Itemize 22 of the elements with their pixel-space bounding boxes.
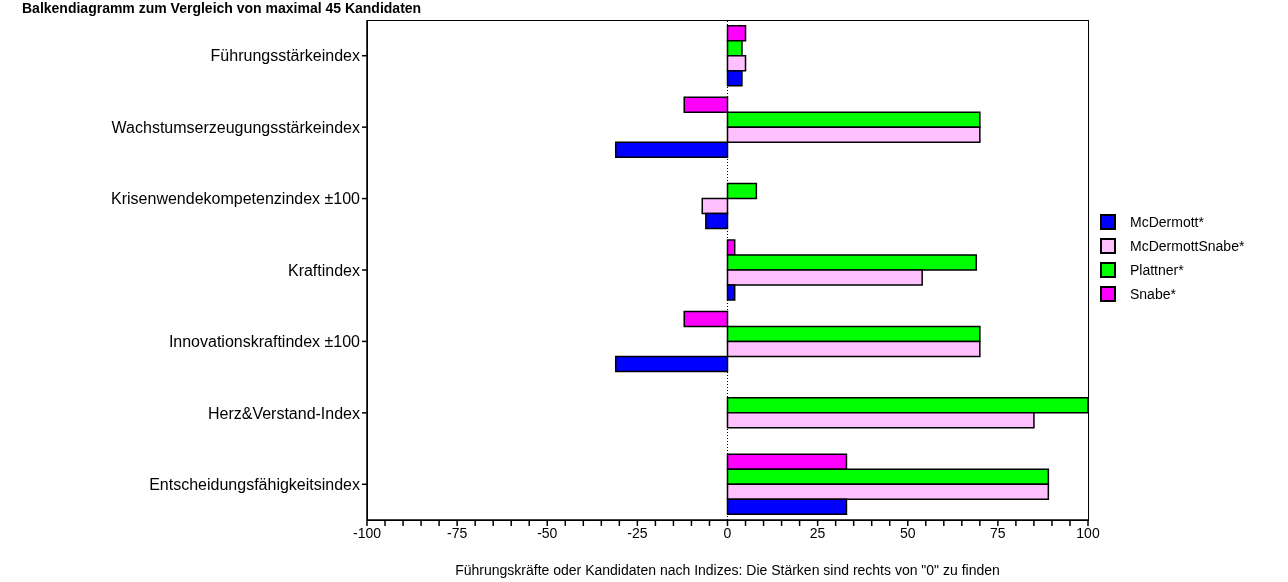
y-tick-label: Krisenwendekompetenzindex ±100 xyxy=(111,190,361,208)
text: Balkendiagramm zum Vergleich von maximal 45 Kandidaten xyxy=(22,0,422,16)
x-axis-title: Führungskräfte oder Kandidaten nach Indizes: Die Stärken sind rechts von "0" zu finden xyxy=(454,562,1001,578)
legend-label: Plattner* xyxy=(1130,262,1184,278)
legend-label: McDermott* xyxy=(1130,214,1204,230)
x-tick-label: 75 xyxy=(990,524,1006,541)
y-tick-label: Wachstumserzeugungsstärkeindex xyxy=(111,118,360,136)
x-tick-label: -75 xyxy=(447,524,468,541)
y-tick-label: Führungsstärkeindex xyxy=(210,47,360,65)
x-tick-label: -50 xyxy=(537,524,558,541)
x-tick-label: -25 xyxy=(627,524,648,541)
y-tick-label: Entscheidungsfähigkeitsindex xyxy=(149,475,360,493)
y-tick-label: Innovationskraftindex ±100 xyxy=(168,333,361,351)
legend-label: McDermottSnabe* xyxy=(1130,238,1245,254)
x-tick-label: -100 xyxy=(352,524,382,541)
x-tick-label: 50 xyxy=(899,524,916,541)
y-tick-label: Herz&Verstand-Index xyxy=(207,404,360,422)
y-tick-label: Kraftindex xyxy=(287,261,360,279)
x-tick-label: 100 xyxy=(1076,524,1100,541)
x-tick-label: 0 xyxy=(723,524,732,541)
x-tick-label: 25 xyxy=(809,524,826,541)
legend-label: Snabe* xyxy=(1130,286,1176,302)
